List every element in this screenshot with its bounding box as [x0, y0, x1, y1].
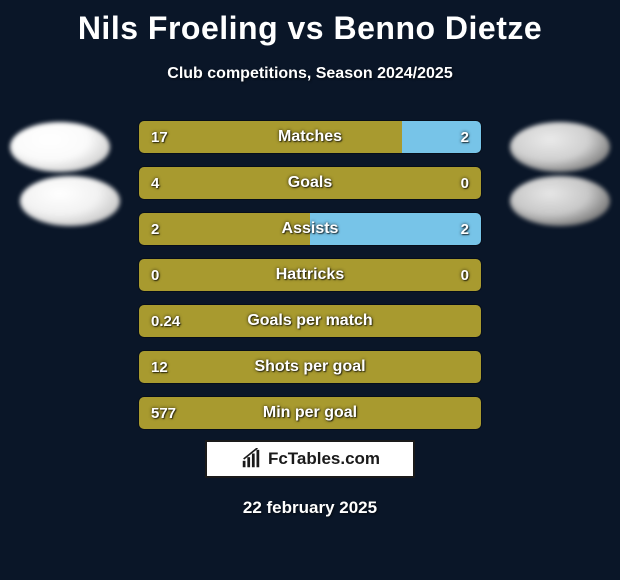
- bar-segment-left: [139, 305, 481, 337]
- stat-bar: 40Goals: [138, 166, 482, 200]
- bar-segment-left: [139, 397, 481, 429]
- bar-segment-left: [139, 213, 310, 245]
- chart-icon: [240, 448, 262, 470]
- subtitle: Club competitions, Season 2024/2025: [0, 65, 620, 83]
- bar-segment-left: [139, 259, 481, 291]
- page-title: Nils Froeling vs Benno Dietze: [0, 0, 620, 47]
- footer-logo-text: FcTables.com: [268, 449, 380, 469]
- bar-segment-left: [139, 167, 481, 199]
- stat-bar: 577Min per goal: [138, 396, 482, 430]
- player-left-avatar: [10, 122, 110, 172]
- bar-segment-left: [139, 351, 481, 383]
- bar-segment-left: [139, 121, 402, 153]
- player-left-avatar-shadow: [20, 176, 120, 226]
- bar-segment-right: [310, 213, 481, 245]
- stat-bar: 12Shots per goal: [138, 350, 482, 384]
- stat-bar: 00Hattricks: [138, 258, 482, 292]
- comparison-bars: 172Matches 40Goals 22Assists 00Hattricks 0.2…: [138, 120, 482, 442]
- player-right-avatar: [510, 122, 610, 172]
- stat-bar: 0.24Goals per match: [138, 304, 482, 338]
- player-right-avatar-shadow: [510, 176, 610, 226]
- stat-bar: 22Assists: [138, 212, 482, 246]
- stat-bar: 172Matches: [138, 120, 482, 154]
- footer-logo: FcTables.com: [205, 440, 415, 478]
- bar-segment-right: [402, 121, 481, 153]
- footer-date: 22 february 2025: [0, 498, 620, 518]
